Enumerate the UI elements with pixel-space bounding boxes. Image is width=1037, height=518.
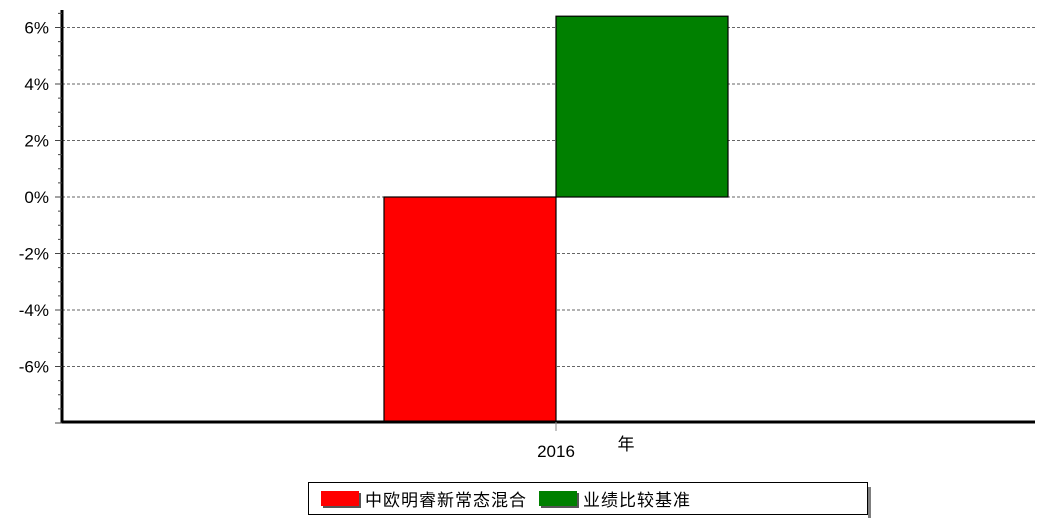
legend-shadow: [868, 487, 871, 518]
x-axis-ticks: 2016 年: [537, 422, 635, 461]
y-tick-label: 2%: [24, 132, 49, 151]
legend: 中欧明睿新常态混合 业绩比较基准: [308, 482, 868, 515]
bars: [383, 15, 729, 423]
bar-fund-2016: [383, 196, 557, 423]
y-tick-label: 6%: [24, 19, 49, 38]
y-tick-label: -2%: [19, 245, 49, 264]
bar-benchmark-2016: [555, 15, 729, 198]
x-tick-label: 2016: [537, 442, 575, 461]
y-tick-label: -6%: [19, 358, 49, 377]
legend-swatch-benchmark: [539, 491, 577, 506]
legend-label-fund: 中欧明睿新常态混合: [365, 491, 527, 511]
legend-swatch-fund: [321, 491, 359, 506]
y-tick-label: 4%: [24, 75, 49, 94]
y-axis-ticks: 6% 4% 2% 0% -2% -4% -6%: [19, 12, 62, 424]
bar-chart: 6% 4% 2% 0% -2% -4% -6% 2016 年: [19, 10, 1035, 461]
legend-item-fund: 中欧明睿新常态混合: [321, 486, 527, 511]
legend-item-benchmark: 业绩比较基准: [539, 486, 691, 511]
y-tick-label: -4%: [19, 301, 49, 320]
legend-label-benchmark: 业绩比较基准: [583, 491, 691, 511]
y-tick-label: 0%: [24, 188, 49, 207]
x-axis-label: 年: [618, 435, 635, 455]
axes: [60, 10, 1035, 424]
